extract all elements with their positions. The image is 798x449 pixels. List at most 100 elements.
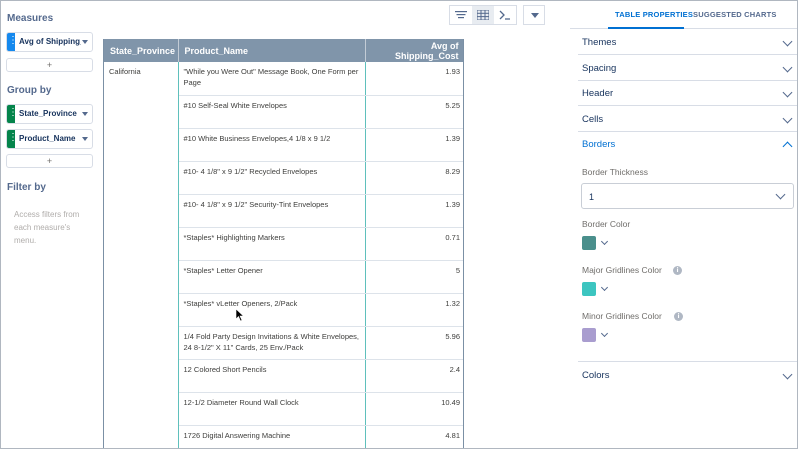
border-color-swatch[interactable]	[582, 236, 596, 250]
table-icon[interactable]	[472, 6, 494, 24]
caret-down-icon[interactable]	[82, 137, 88, 141]
cell-state[interactable]: California	[104, 62, 179, 95]
chevron-down-icon[interactable]	[600, 237, 609, 246]
cell-state[interactable]	[104, 326, 179, 359]
cell-state[interactable]	[104, 194, 179, 227]
cell-product[interactable]: "While you Were Out" Message Book, One F…	[178, 62, 366, 96]
section-cells[interactable]: Cells	[578, 106, 797, 132]
cell-product[interactable]: #10 White Business Envelopes,4 1/8 x 9 1…	[178, 128, 366, 162]
table-row: #10 White Business Envelopes,4 1/8 x 9 1…	[104, 128, 463, 162]
cell-shipping-cost[interactable]: 0.71	[365, 227, 463, 261]
cell-state[interactable]	[104, 392, 179, 425]
cell-product[interactable]: #10- 4 1/8" x 9 1/2" Recycled Envelopes	[178, 161, 366, 195]
section-title: Spacing	[582, 63, 617, 74]
info-icon[interactable]: i	[674, 312, 683, 321]
cell-product[interactable]: 12-1/2 Diameter Round Wall Clock	[178, 392, 366, 426]
cell-product[interactable]: 1/4 Fold Party Design Invitations & Whit…	[178, 326, 366, 360]
cell-shipping-cost[interactable]: 1.39	[365, 194, 463, 228]
cell-shipping-cost[interactable]: 2.4	[365, 359, 463, 393]
cell-state[interactable]	[104, 425, 179, 448]
cell-shipping-cost[interactable]: 5.25	[365, 95, 463, 129]
caret-down-icon[interactable]	[82, 40, 88, 44]
measure-pill[interactable]: Avg of Shipping_Cost	[6, 32, 93, 52]
active-tab-indicator	[608, 27, 684, 29]
panel-tabs: TABLE PROPERTIES SUGGESTED CHARTS	[570, 1, 797, 29]
formula-icon[interactable]	[494, 6, 516, 24]
group-pill-product[interactable]: Product_Name	[6, 129, 93, 149]
cell-state[interactable]	[104, 161, 179, 194]
cell-shipping-cost[interactable]: 10.49	[365, 392, 463, 426]
cell-state[interactable]	[104, 260, 179, 293]
border-thickness-select[interactable]: 1	[581, 183, 794, 209]
table-row: *Staples* Highlighting Markers 0.71	[104, 227, 463, 261]
add-measure-button[interactable]: +	[6, 58, 93, 72]
cell-state[interactable]	[104, 227, 179, 260]
cell-shipping-cost[interactable]: 8.29	[365, 161, 463, 195]
drag-handle-icon[interactable]	[7, 130, 18, 148]
cell-shipping-cost[interactable]: 1.32	[365, 293, 463, 327]
chevron-down-icon	[775, 189, 786, 200]
tab-table-properties[interactable]: TABLE PROPERTIES	[615, 10, 694, 19]
chevron-down-icon	[782, 113, 793, 124]
chevron-down-icon[interactable]	[524, 6, 546, 24]
cell-shipping-cost[interactable]: 5	[365, 260, 463, 294]
view-toggle-group	[449, 5, 517, 25]
cell-product[interactable]: *Staples* Highlighting Markers	[178, 227, 366, 261]
group-pill-state[interactable]: State_Province	[6, 104, 93, 124]
section-spacing[interactable]: Spacing	[578, 55, 797, 81]
cell-product[interactable]: #10 Self-Seal White Envelopes	[178, 95, 366, 129]
cell-state[interactable]	[104, 128, 179, 161]
cell-product[interactable]: #10- 4 1/8" x 9 1/2" Security-Tint Envel…	[178, 194, 366, 228]
caret-down-icon[interactable]	[82, 112, 88, 116]
cell-product[interactable]: *Staples* Letter Opener	[178, 260, 366, 294]
column-header[interactable]: State_Province	[104, 39, 179, 62]
cell-shipping-cost[interactable]: 4.81	[365, 425, 463, 448]
table-row: 12 Colored Short Pencils 2.4	[104, 359, 463, 393]
chevron-up-icon	[782, 141, 793, 152]
chevron-down-icon[interactable]	[600, 329, 609, 338]
data-table: State_Province Product_Name Avg of Shipp…	[103, 39, 464, 448]
cell-state[interactable]	[104, 293, 179, 326]
cell-state[interactable]	[104, 95, 179, 128]
table-row: #10- 4 1/8" x 9 1/2" Recycled Envelopes 8…	[104, 161, 463, 195]
cell-shipping-cost[interactable]: 1.93	[365, 62, 463, 96]
table-row: *Staples* vLetter Openers, 2/Pack 1.32	[104, 293, 463, 327]
major-gridlines-swatch[interactable]	[582, 282, 596, 296]
section-title: Header	[582, 88, 614, 99]
border-thickness-value: 1	[589, 192, 595, 202]
section-borders[interactable]: Borders	[578, 131, 797, 157]
group-label: Product_Name	[19, 134, 76, 143]
table-row: 1726 Digital Answering Machine 4.81	[104, 425, 463, 448]
column-header[interactable]: Product_Name	[178, 39, 366, 62]
cell-shipping-cost[interactable]: 5.96	[365, 326, 463, 360]
major-gridlines-label: Major Gridlines Color	[582, 265, 662, 275]
add-group-button[interactable]: +	[6, 154, 93, 168]
section-themes[interactable]: Themes	[578, 29, 797, 55]
info-icon[interactable]: i	[673, 266, 682, 275]
drag-handle-icon[interactable]	[7, 105, 18, 123]
drag-handle-icon[interactable]	[7, 33, 18, 51]
cell-product[interactable]: 1726 Digital Answering Machine	[178, 425, 366, 448]
border-thickness-label: Border Thickness	[582, 167, 648, 177]
cell-state[interactable]	[104, 359, 179, 392]
section-title: Borders	[582, 139, 616, 150]
cell-product[interactable]: 12 Colored Short Pencils	[178, 359, 366, 393]
section-title: Themes	[582, 37, 617, 48]
column-header[interactable]: Avg of Shipping_Cost	[365, 39, 463, 62]
more-options-button[interactable]	[523, 5, 545, 25]
chevron-down-icon[interactable]	[600, 283, 609, 292]
cell-shipping-cost[interactable]: 1.39	[365, 128, 463, 162]
minor-gridlines-swatch[interactable]	[582, 328, 596, 342]
cell-product[interactable]: *Staples* vLetter Openers, 2/Pack	[178, 293, 366, 327]
table-row: #10 Self-Seal White Envelopes 5.25	[104, 95, 463, 129]
measure-label: Avg of Shipping_Cost	[19, 37, 81, 46]
tab-suggested-charts[interactable]: SUGGESTED CHARTS	[693, 10, 777, 19]
chevron-down-icon	[782, 369, 793, 380]
section-title: Colors	[582, 370, 610, 381]
section-colors[interactable]: Colors	[578, 362, 797, 388]
table-header-row: State_Province Product_Name Avg of Shipp…	[104, 39, 463, 62]
table-row: 12-1/2 Diameter Round Wall Clock 10.49	[104, 392, 463, 426]
section-header[interactable]: Header	[578, 80, 797, 106]
lines-icon[interactable]	[450, 6, 472, 24]
